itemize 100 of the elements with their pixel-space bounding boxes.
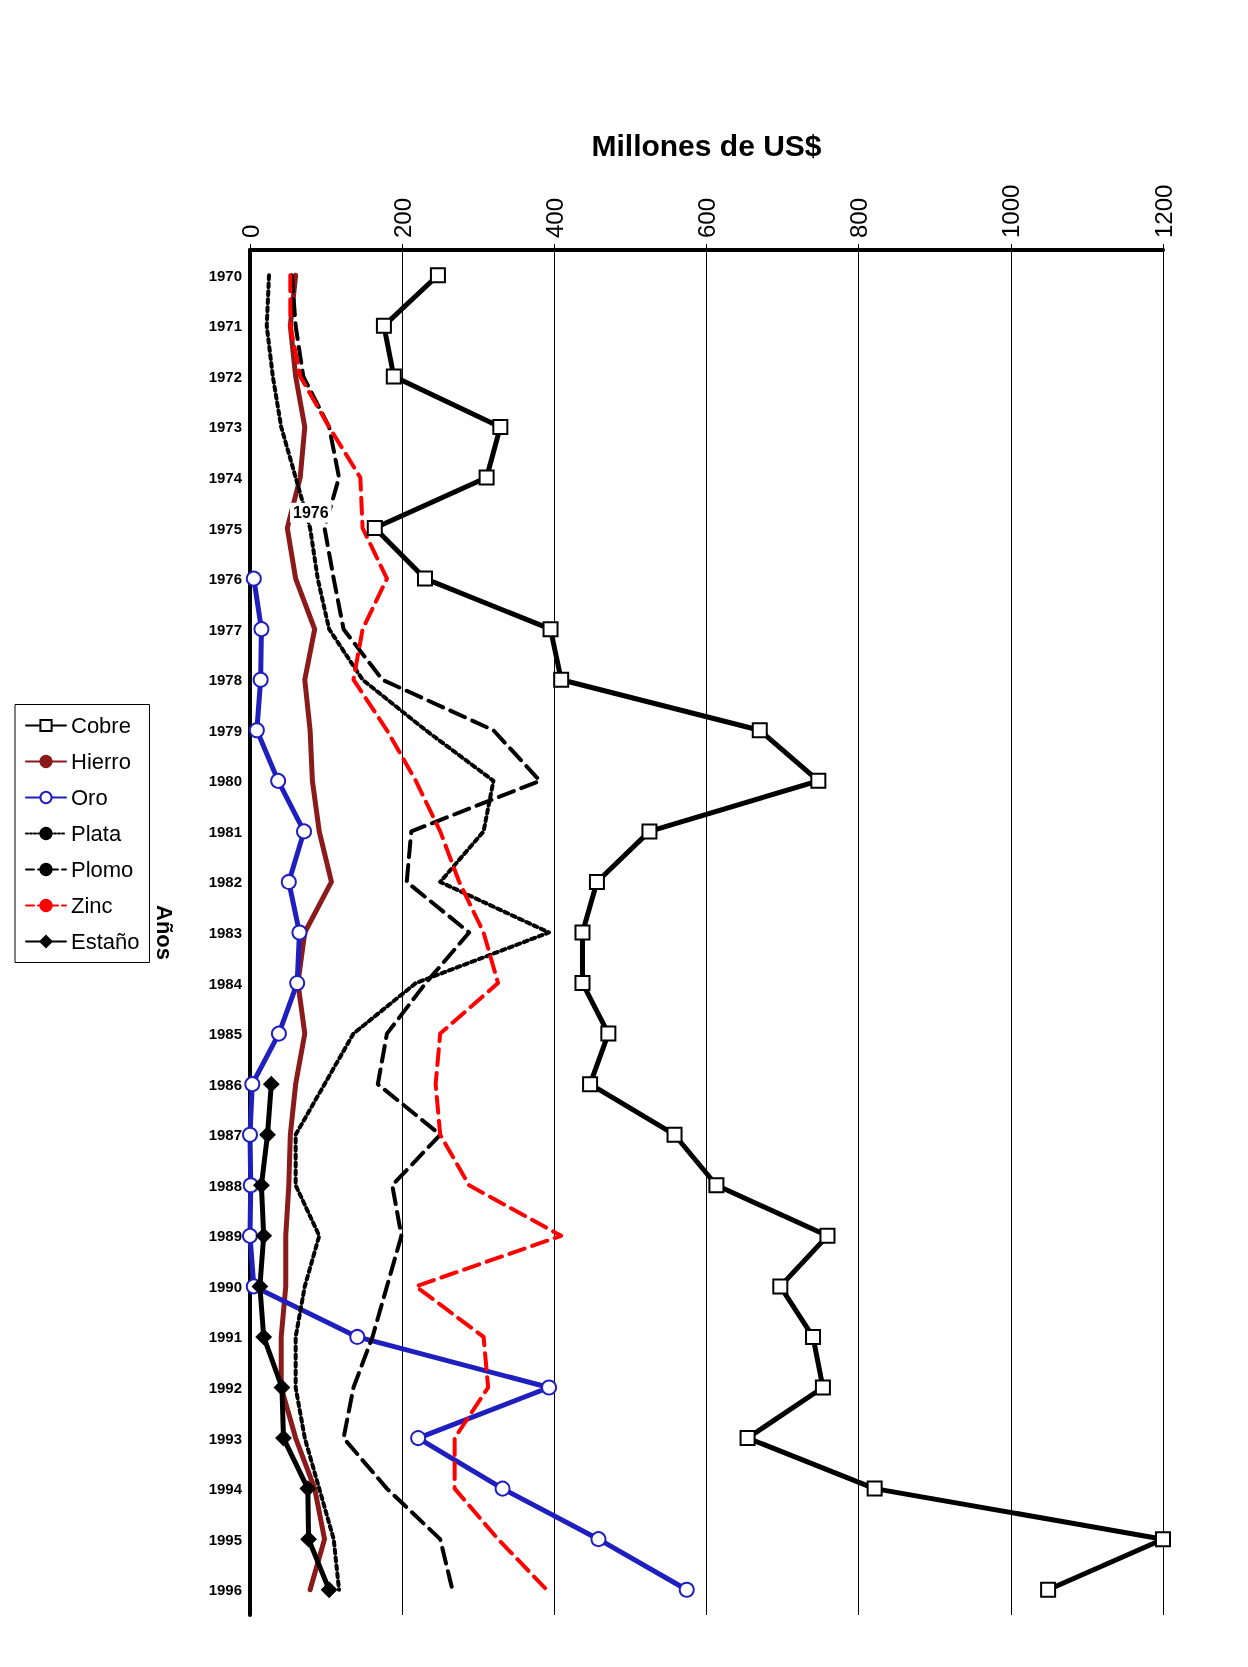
y-tick-label: 1971	[208, 317, 242, 335]
point	[1155, 1531, 1171, 1548]
point	[542, 621, 559, 638]
y-axis-title: Años	[151, 905, 177, 960]
point	[582, 1076, 599, 1093]
point	[270, 1025, 287, 1042]
point	[574, 975, 591, 992]
legend-label: Estaño	[71, 929, 140, 954]
legend-label: Plata	[71, 821, 122, 846]
y-tick-label: 1973	[208, 418, 242, 436]
x-tick-label: 0	[236, 224, 264, 238]
point	[574, 924, 591, 941]
point	[588, 873, 605, 890]
legend-label: Cobre	[71, 713, 131, 738]
y-tick-label: 1996	[208, 1581, 242, 1599]
point	[273, 1379, 290, 1396]
point	[255, 1227, 272, 1244]
point	[255, 1328, 272, 1345]
point	[366, 520, 383, 537]
point	[641, 823, 658, 840]
point	[553, 671, 570, 688]
y-tick-label: 1985	[208, 1025, 242, 1043]
point	[300, 1531, 317, 1548]
point	[296, 823, 313, 840]
y-tick-label: 1984	[208, 974, 243, 992]
y-tick-label: 1988	[208, 1176, 242, 1194]
point	[494, 1480, 511, 1497]
y-tick-label: 1993	[208, 1429, 242, 1447]
y-tick-label: 1975	[208, 519, 242, 537]
y-tick-label: 1992	[208, 1379, 242, 1396]
point	[245, 570, 262, 587]
point	[253, 1177, 270, 1194]
point	[666, 1126, 683, 1143]
x-tick-label: 400	[540, 197, 568, 238]
y-tick-label: 1974	[208, 469, 243, 486]
point	[429, 267, 446, 284]
y-tick-label: 1979	[208, 721, 242, 739]
y-tick-label: 1980	[208, 772, 242, 790]
point	[805, 1328, 822, 1345]
y-tick-label: 1970	[208, 266, 242, 284]
point	[280, 873, 297, 890]
y-tick-label: 1989	[208, 1227, 242, 1245]
x-tick-label: 1200	[1149, 184, 1177, 238]
point	[478, 469, 495, 486]
point	[678, 1581, 695, 1598]
point	[600, 1025, 617, 1042]
point	[289, 975, 306, 992]
point	[349, 1328, 366, 1345]
point	[1040, 1581, 1057, 1598]
point	[252, 671, 269, 688]
point	[291, 924, 308, 941]
y-tick-label: 1994	[208, 1480, 243, 1498]
point	[259, 1126, 276, 1143]
point	[810, 772, 827, 789]
point	[275, 1430, 292, 1447]
point	[772, 1278, 789, 1295]
y-tick-label: 1986	[208, 1075, 242, 1093]
point	[242, 1126, 258, 1143]
y-tick-label: 1978	[208, 671, 242, 689]
point	[263, 1076, 280, 1093]
y-tick-label: 1972	[208, 367, 242, 385]
point	[248, 722, 265, 739]
y-tick-label: 1976	[208, 570, 242, 588]
y-tick-label: 1990	[208, 1277, 242, 1295]
point	[751, 722, 768, 739]
annotation: 1976	[293, 504, 329, 522]
point	[590, 1531, 607, 1548]
point	[242, 1227, 258, 1244]
point	[299, 1480, 316, 1497]
x-tick-label: 800	[845, 197, 873, 238]
point	[541, 1379, 558, 1396]
point	[814, 1379, 831, 1396]
point	[708, 1177, 725, 1194]
point	[270, 772, 287, 789]
point	[321, 1581, 338, 1598]
x-axis-title: Millones de US$	[591, 128, 822, 162]
point	[251, 1278, 268, 1295]
legend-label: Zinc	[71, 893, 113, 918]
point	[385, 368, 402, 385]
point	[410, 1430, 427, 1447]
point	[375, 317, 392, 334]
y-tick-label: 1977	[208, 620, 242, 638]
y-tick-label: 1987	[208, 1126, 242, 1144]
y-tick-label: 1983	[208, 924, 242, 941]
x-tick-label: 600	[693, 197, 720, 238]
point	[253, 621, 270, 638]
point	[866, 1480, 883, 1497]
y-tick-label: 1991	[208, 1328, 242, 1346]
x-tick-label: 200	[388, 197, 416, 238]
point	[416, 570, 433, 587]
x-tick-label: 1000	[997, 184, 1025, 238]
point	[819, 1227, 836, 1244]
point	[244, 1076, 261, 1093]
y-tick-label: 1995	[208, 1530, 242, 1548]
legend-label: Oro	[71, 785, 108, 810]
legend-label: Plomo	[71, 857, 134, 882]
legend-label: Hierro	[71, 749, 131, 774]
point	[739, 1430, 756, 1447]
point	[492, 418, 509, 435]
y-tick-label: 1981	[208, 822, 242, 840]
